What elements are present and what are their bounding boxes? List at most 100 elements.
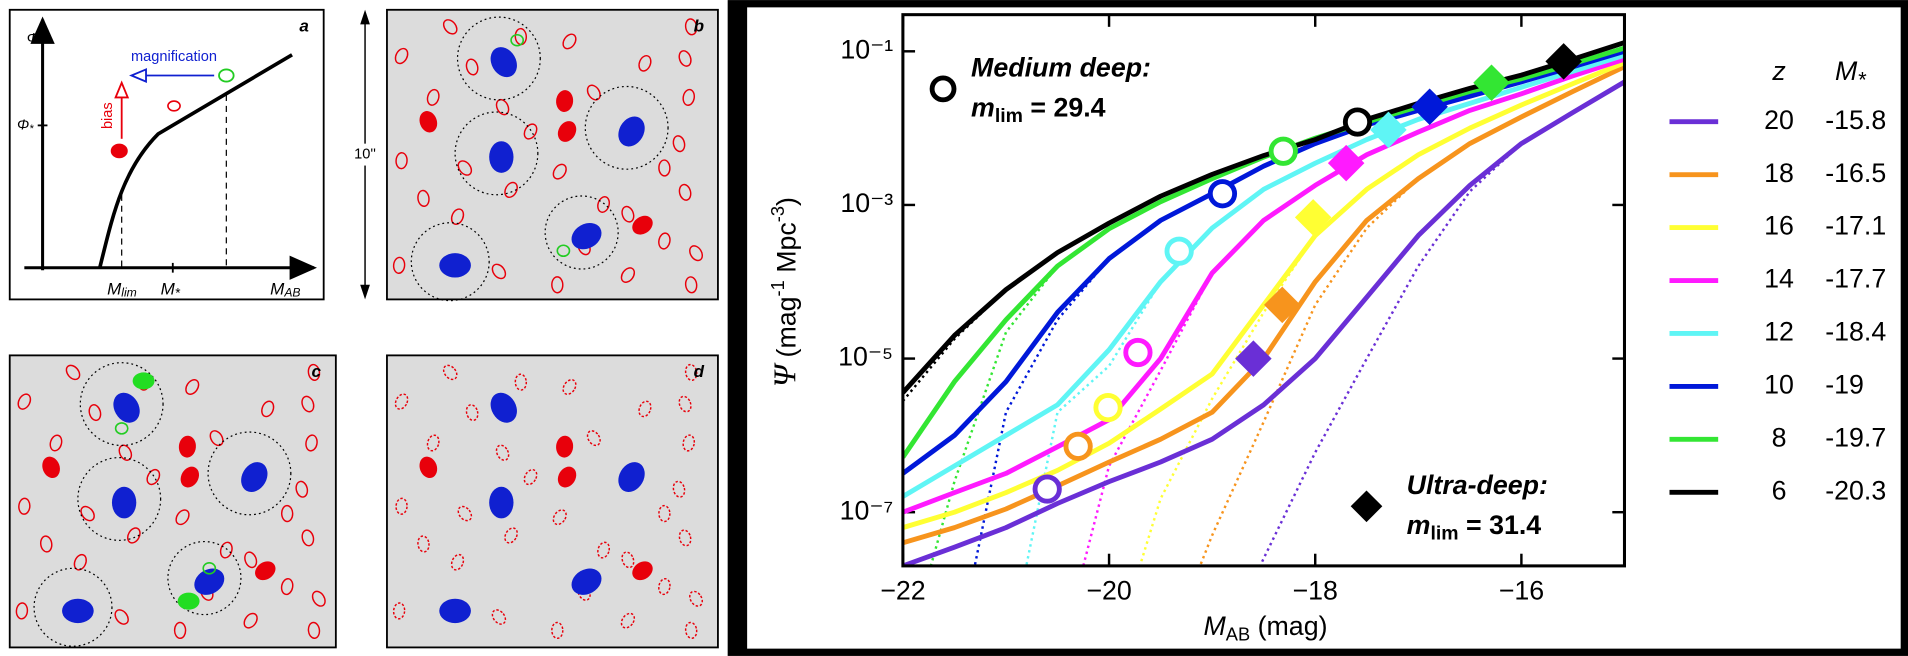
galaxy — [307, 621, 321, 639]
galaxy — [395, 497, 408, 515]
galaxy — [126, 527, 141, 544]
legend-label: 10 — [1764, 369, 1794, 399]
intrinsic-line — [1025, 281, 1162, 566]
x-tick-label: −20 — [1086, 576, 1131, 606]
lens-galaxy — [489, 141, 514, 173]
galaxy — [209, 430, 224, 447]
biased-galaxy — [110, 143, 128, 159]
galaxy — [552, 163, 567, 180]
legend-header: M* — [1835, 56, 1867, 92]
galaxy — [450, 208, 465, 225]
legend-mstar: -20.3 — [1825, 475, 1886, 505]
text-part: m — [1407, 510, 1431, 540]
plot-frame — [901, 13, 1626, 568]
bright-galaxy — [42, 456, 60, 479]
galaxy — [457, 505, 473, 522]
legend-mstar: -17.1 — [1825, 211, 1886, 241]
galaxy — [15, 602, 29, 620]
text-part: * — [1857, 67, 1867, 92]
galaxy — [442, 364, 458, 381]
galaxy — [491, 609, 507, 625]
galaxy — [678, 395, 692, 413]
galaxy — [457, 160, 473, 176]
legend-mstar: -16.5 — [1825, 158, 1886, 188]
series-line — [902, 60, 1625, 530]
panel-frame — [386, 8, 719, 301]
galaxy — [620, 612, 636, 629]
bright-galaxy — [419, 111, 438, 133]
galaxy — [689, 245, 704, 262]
scale-label: 10'' — [354, 146, 376, 162]
legend-mstar: -19.7 — [1825, 422, 1886, 452]
lensed-galaxy — [177, 592, 200, 610]
legend-mstar: -15.8 — [1825, 105, 1886, 135]
medium-deep-marker — [1207, 179, 1238, 209]
text-part: Ψ — [768, 362, 803, 387]
lens-radius — [456, 16, 541, 101]
galaxy — [672, 480, 686, 498]
lens-galaxy — [571, 222, 602, 250]
galaxy — [280, 578, 294, 596]
scale-bar-head — [360, 9, 370, 25]
galaxy — [305, 434, 318, 452]
text-part: -3 — [767, 206, 788, 222]
galaxy — [18, 497, 31, 515]
galaxy — [219, 541, 233, 559]
medium-deep-marker — [1123, 337, 1153, 368]
panel-label: a — [299, 16, 308, 35]
galaxy — [17, 393, 32, 410]
mstar-label: M* — [161, 279, 181, 300]
lensed-galaxy — [132, 372, 155, 390]
legend-header: z — [1771, 56, 1786, 86]
text-part: Mpc — [772, 222, 802, 280]
ultra-deep-title: Ultra-deep: — [1407, 470, 1548, 500]
ultra-deep-limit: mlim = 31.4 — [1407, 510, 1542, 544]
galaxy — [689, 590, 704, 607]
lens-galaxy — [489, 486, 514, 519]
text-part: (mag) — [1250, 611, 1327, 641]
bright-galaxy — [556, 90, 574, 112]
galaxy — [173, 621, 187, 640]
galaxy — [658, 159, 671, 177]
series-line — [902, 56, 1625, 515]
chart-background — [747, 7, 1901, 649]
galaxy — [465, 404, 479, 422]
intrinsic-line — [929, 265, 1059, 566]
scale-bg — [352, 143, 378, 166]
galaxy — [80, 505, 95, 522]
ultra-deep-marker — [1263, 286, 1301, 324]
text-part: lim — [1430, 522, 1458, 544]
intrinsic-line — [1198, 177, 1420, 566]
galaxy — [658, 504, 671, 523]
galaxy — [392, 602, 406, 620]
ultra-deep-marker — [1473, 64, 1510, 101]
galaxy — [638, 54, 652, 72]
galaxy — [684, 276, 698, 294]
sky-panels: b c d — [8, 8, 719, 649]
text-part: -1 — [767, 280, 788, 296]
bright-galaxy — [419, 456, 438, 479]
lens-radius — [33, 567, 113, 647]
lens-galaxy — [241, 462, 268, 493]
medium-deep-title: Medium deep: — [971, 53, 1151, 83]
y-tick-label: 10⁻³ — [840, 188, 893, 218]
text-part: M — [1835, 56, 1858, 86]
intrinsic-line — [1138, 234, 1317, 566]
scale-bar-head — [360, 284, 370, 300]
lens-galaxy — [618, 462, 645, 493]
medium-deep-limit: mlim = 29.4 — [971, 93, 1106, 127]
galaxy — [684, 18, 698, 36]
lens-galaxy — [111, 486, 137, 519]
lens-radius — [584, 85, 669, 170]
lens-radius — [410, 222, 490, 302]
ultra-deep-marker — [1294, 199, 1332, 236]
bright-galaxy — [178, 435, 196, 458]
legend-label: 16 — [1764, 211, 1794, 241]
lens-radius — [77, 456, 162, 541]
galaxy — [658, 578, 671, 596]
galaxy — [243, 612, 258, 629]
galaxy — [175, 509, 190, 526]
legend-label: 12 — [1764, 317, 1794, 347]
galaxy — [49, 434, 63, 452]
medium-deep-marker — [1268, 136, 1298, 166]
